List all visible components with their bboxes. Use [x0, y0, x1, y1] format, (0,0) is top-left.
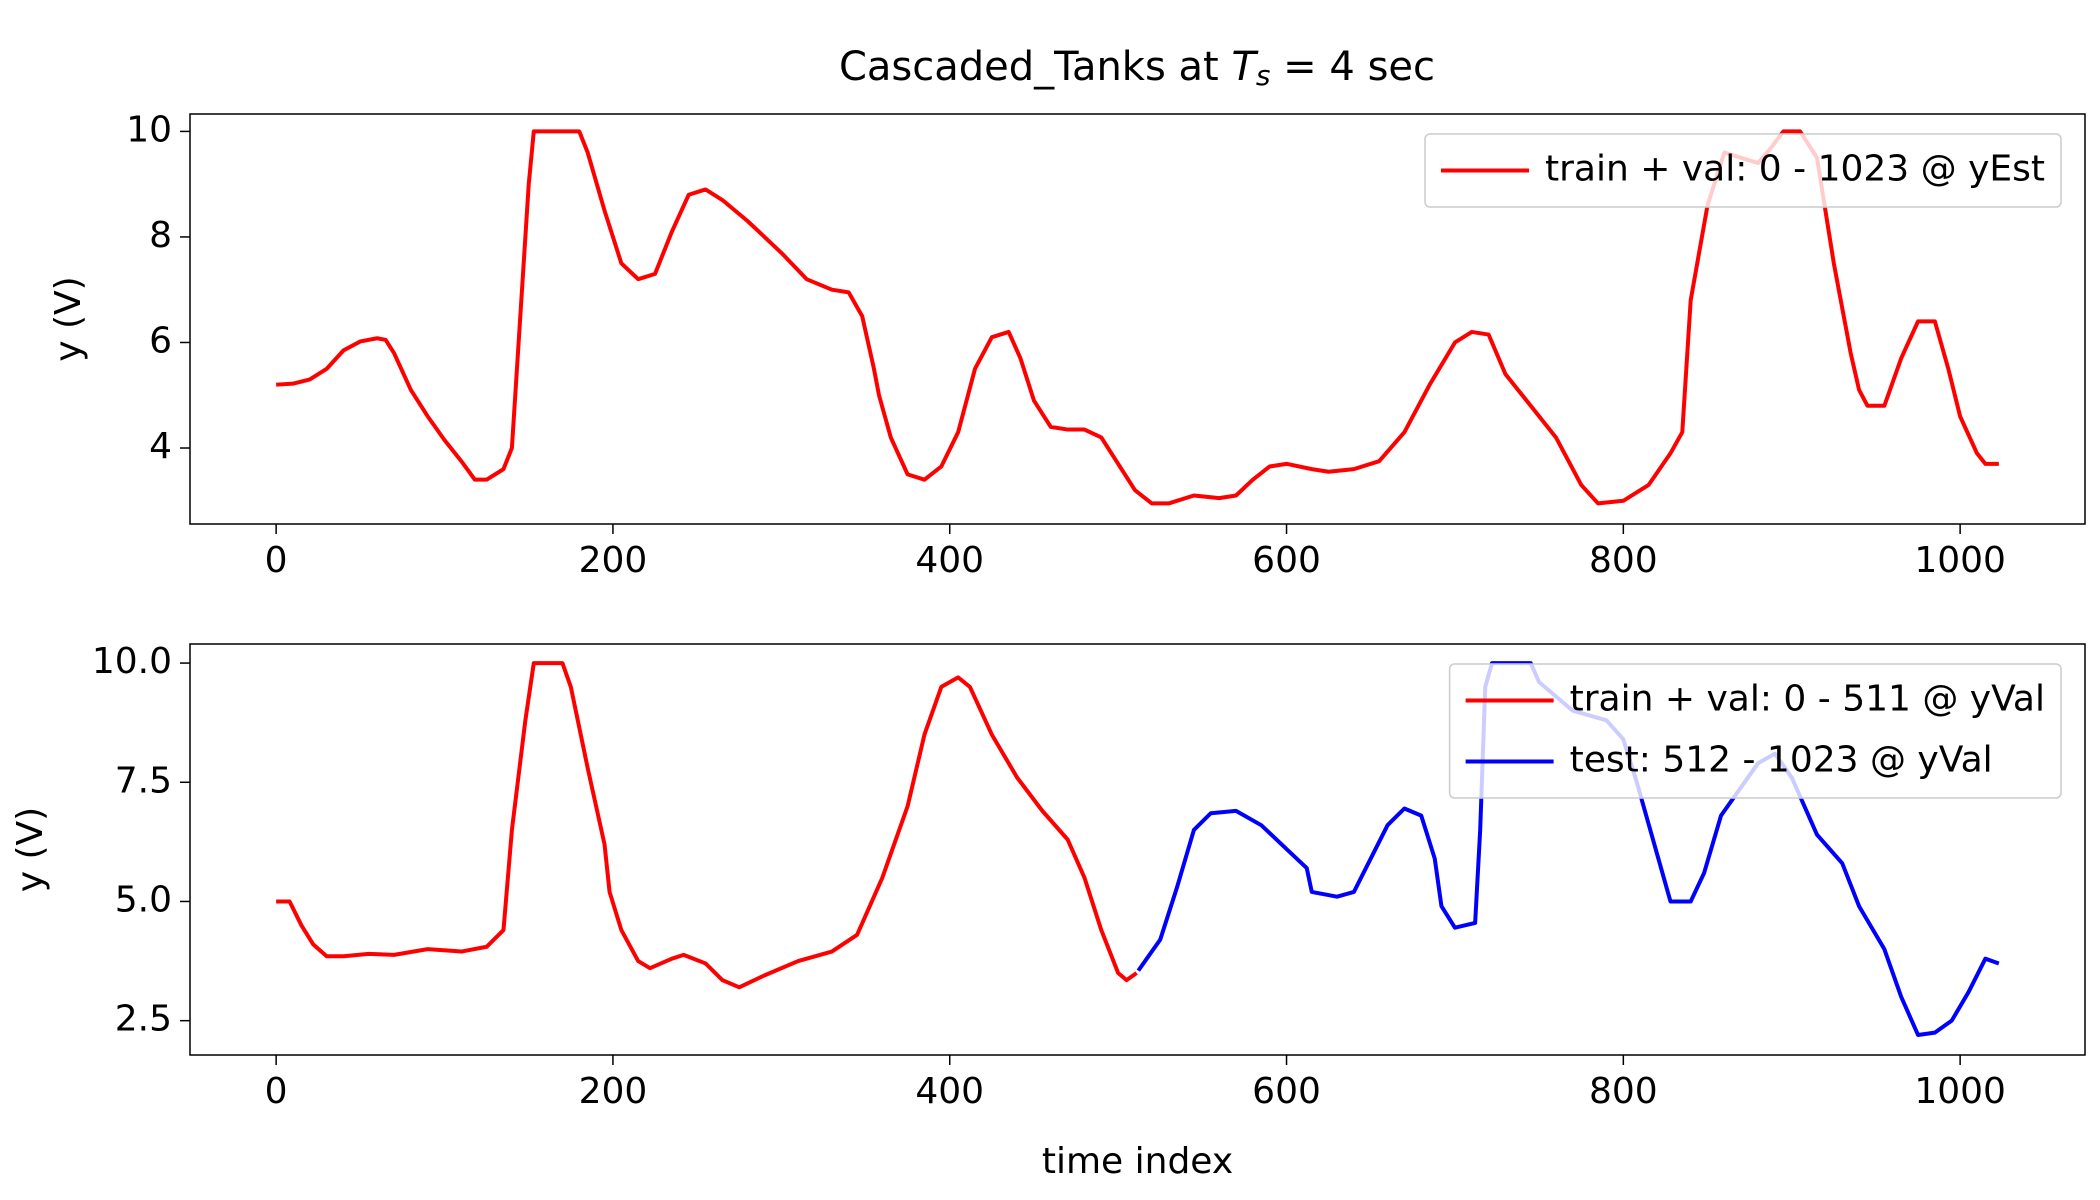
- y-tick-label: 5.0: [115, 879, 172, 920]
- plot-frame: [189, 113, 2086, 525]
- y-tick-label: 6: [149, 320, 172, 361]
- y-tick-label: 4: [149, 426, 172, 467]
- title-subscript: s: [1256, 59, 1271, 92]
- x-tick-label: 800: [1589, 1071, 1658, 1112]
- legend: train + val: 0 - 511 @ yVal test: 512 - 1…: [1448, 663, 2062, 799]
- legend-label: train + val: 0 - 511 @ yVal: [1570, 679, 2045, 720]
- title-text: Cascaded_Tanks at: [839, 44, 1231, 90]
- data-line: [276, 661, 1138, 990]
- legend-box: [1424, 133, 2062, 208]
- x-tick-label: 600: [1252, 540, 1321, 581]
- y-tick-label: 10: [126, 109, 172, 150]
- x-tick-label: 0: [265, 1071, 288, 1112]
- chart-title: Cascaded_Tanks at Ts = 4 sec: [839, 44, 1435, 92]
- x-tick-label: 200: [579, 1071, 648, 1112]
- y-tick-label: 8: [149, 215, 172, 256]
- y-tick-label: 7.5: [115, 760, 172, 801]
- title-symbol: T: [1231, 44, 1259, 90]
- legend-box: [1448, 663, 2062, 799]
- x-tick-label: 800: [1589, 540, 1658, 581]
- legend: train + val: 0 - 1023 @ yEst: [1424, 133, 2062, 208]
- x-tick-label: 400: [915, 1071, 984, 1112]
- x-axis-label: time index: [1042, 1141, 1233, 1182]
- x-tick-label: 1000: [1914, 540, 2006, 581]
- y-axis-label: y (V): [48, 276, 89, 361]
- x-tick-label: 0: [265, 540, 288, 581]
- x-tick-label: 1000: [1914, 1071, 2006, 1112]
- y-axis-label: y (V): [10, 807, 51, 892]
- legend-label: test: 512 - 1023 @ yVal: [1570, 740, 1993, 781]
- y-tick-label: 2.5: [115, 999, 172, 1040]
- title-suffix: = 4 sec: [1270, 44, 1435, 90]
- x-tick-label: 200: [579, 540, 648, 581]
- y-tick-label: 10.0: [92, 641, 172, 682]
- plot-frame: [189, 643, 2086, 1056]
- x-tick-label: 400: [915, 540, 984, 581]
- legend-label: train + val: 0 - 1023 @ yEst: [1545, 149, 2045, 190]
- x-tick-label: 600: [1252, 1071, 1321, 1112]
